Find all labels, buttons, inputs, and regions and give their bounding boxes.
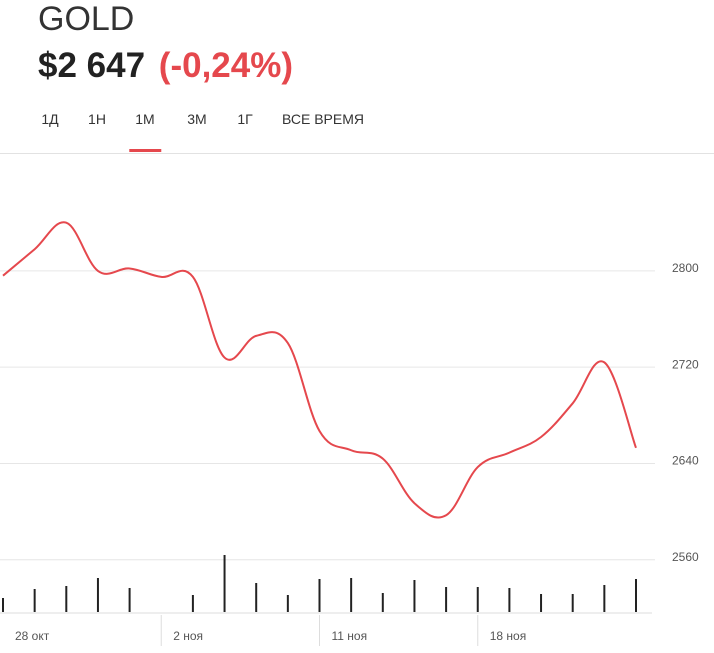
period-tab[interactable]: 1М	[135, 111, 155, 127]
price: $2 647	[38, 46, 146, 85]
period-tab[interactable]: ВСЕ ВРЕМЯ	[282, 111, 364, 127]
period-tab[interactable]: 1Г	[237, 111, 253, 127]
period-tabs: 1Д 1Н 1М 3М 1Г ВСЕ ВРЕМЯ	[0, 108, 714, 154]
period-tab[interactable]: 1Н	[88, 111, 106, 127]
price-line	[2, 221, 637, 519]
x-tick-label: 2 ноя	[173, 629, 203, 643]
y-tick-label: 2800	[672, 261, 699, 275]
x-tick-label: 11 ноя	[332, 629, 368, 643]
y-tick-label: 2560	[672, 550, 699, 564]
price-change: (-0,24%)	[158, 46, 294, 85]
price-row: $2 647 (-0,24%)	[38, 46, 293, 86]
y-tick-label: 2640	[672, 454, 699, 468]
x-tick-label: 28 окт	[15, 629, 50, 643]
ticker: GOLD	[38, 0, 135, 38]
period-tab[interactable]: 1Д	[41, 111, 59, 127]
period-tab[interactable]: 3М	[187, 111, 207, 127]
y-tick-label: 2720	[672, 357, 699, 371]
x-tick-label: 18 ноя	[490, 629, 526, 643]
